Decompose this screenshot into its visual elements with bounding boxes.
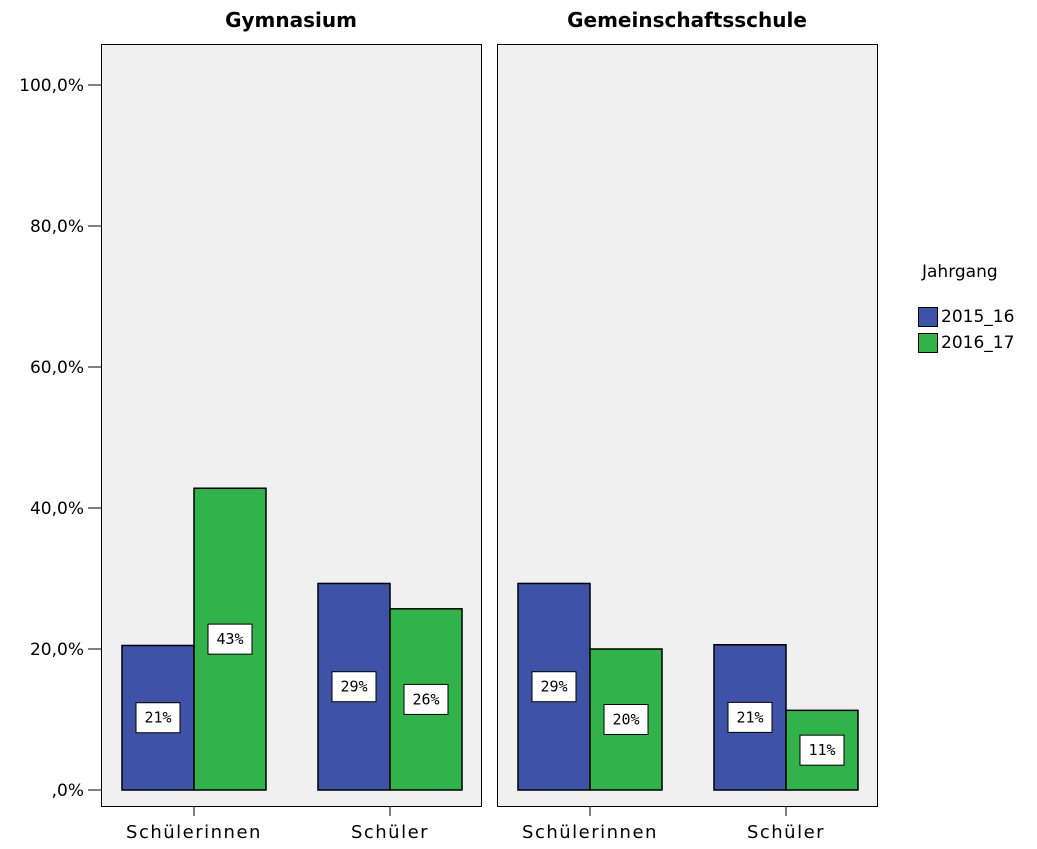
category-label-gemeinschaftsschule-sch-ler: Schüler — [747, 822, 825, 843]
legend-swatch-2016-17 — [918, 333, 938, 353]
data-label-gymnasium-sch-ler-2015-16: 29% — [340, 678, 367, 696]
category-label-gymnasium-sch-ler: Schüler — [351, 822, 429, 843]
y-tick-label-80: 80,0% — [30, 217, 84, 237]
data-label-gemeinschaftsschule-sch-lerinnen-2016-17: 20% — [612, 711, 639, 729]
y-tick-label-20: 20,0% — [30, 640, 84, 660]
data-label-gymnasium-sch-lerinnen-2015-16: 21% — [144, 709, 171, 727]
panel-gemeinschaftsschule: Gemeinschaftsschule Schülerinnen 29% 20% Sch… — [497, 8, 878, 843]
panel-title-gymnasium: Gymnasium — [225, 8, 357, 32]
data-label-box-gymnasium-sch-lerinnen-2016-17 — [207, 623, 253, 655]
category-label-gemeinschaftsschule-sch-lerinnen: Schülerinnen — [522, 822, 658, 843]
panel-gymnasium: Gymnasium Schülerinnen 21% 43% Schüler 29% 26% — [101, 8, 482, 843]
data-label-gemeinschaftsschule-sch-ler-2016-17: 11% — [808, 741, 835, 759]
y-axis: ,0% 20,0% 40,0% 60,0% 80,0% 100,0% — [19, 76, 101, 801]
data-label-gemeinschaftsschule-sch-lerinnen-2015-16: 29% — [540, 678, 567, 696]
data-label-box-gemeinschaftsschule-sch-ler-2015-16 — [727, 701, 773, 733]
panel-title-gemeinschaftsschule: Gemeinschaftsschule — [567, 8, 807, 32]
legend-swatch-2015-16 — [918, 307, 938, 327]
legend-item-2016-17: 2016_17 — [918, 330, 1014, 356]
y-tick-label-40: 40,0% — [30, 499, 84, 519]
data-label-box-gymnasium-sch-ler-2016-17 — [403, 683, 449, 715]
data-label-box-gemeinschaftsschule-sch-ler-2016-17 — [799, 734, 845, 766]
legend-title: Jahrgang — [922, 262, 998, 282]
chart-panels: Gymnasium Schülerinnen 21% 43% Schüler 29% 26%… — [101, 8, 878, 843]
y-tick-label-60: 60,0% — [30, 358, 84, 378]
data-label-box-gemeinschaftsschule-sch-lerinnen-2016-17 — [603, 704, 649, 735]
legend-label-2016-17: 2016_17 — [941, 333, 1015, 353]
category-label-gymnasium-sch-lerinnen: Schülerinnen — [126, 822, 262, 843]
legend-label-2015-16: 2015_16 — [941, 307, 1015, 327]
data-label-gymnasium-sch-lerinnen-2016-17: 43% — [216, 630, 243, 648]
y-tick-label-0: ,0% — [52, 781, 84, 801]
data-label-box-gymnasium-sch-ler-2015-16 — [331, 671, 377, 703]
data-label-gemeinschaftsschule-sch-ler-2015-16: 21% — [736, 708, 763, 726]
bar-gemeinschaftsschule-sch-lerinnen-2016-17 — [589, 648, 663, 791]
data-label-box-gemeinschaftsschule-sch-lerinnen-2015-16 — [531, 671, 577, 703]
data-label-box-gymnasium-sch-lerinnen-2015-16 — [135, 702, 181, 734]
legend-item-2015-16: 2015_16 — [918, 304, 1014, 330]
y-tick-label-100: 100,0% — [19, 76, 84, 96]
data-label-gymnasium-sch-ler-2016-17: 26% — [412, 690, 439, 708]
legend: Jahrgang 2015_16 2016_17 — [918, 262, 1014, 356]
